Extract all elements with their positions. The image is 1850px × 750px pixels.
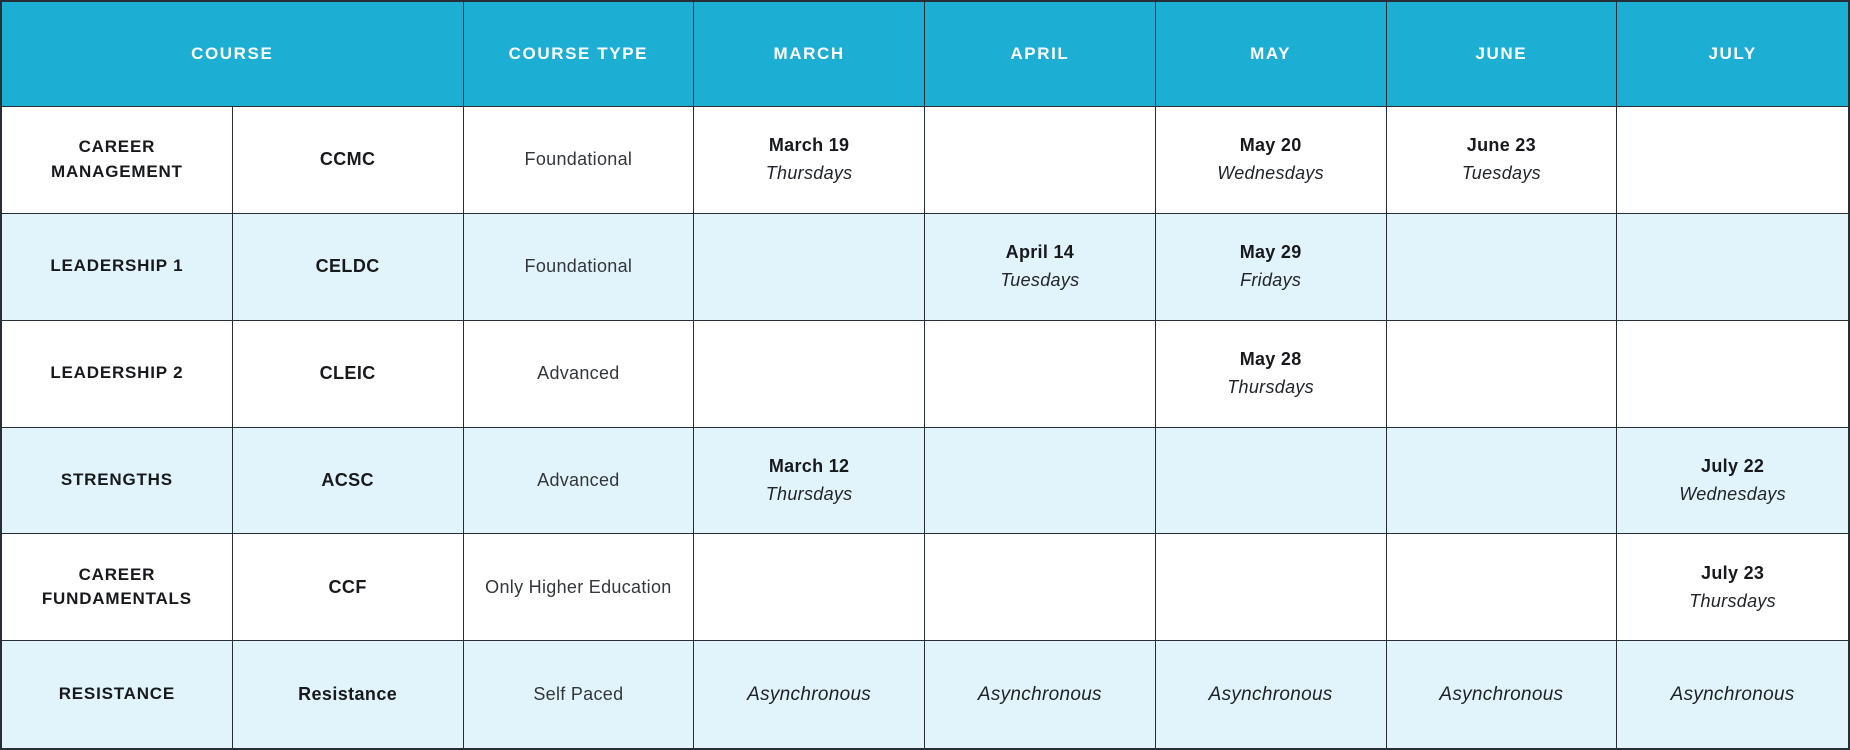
course-type-cell: Foundational [463, 107, 695, 214]
schedule-cell-july: July 23 Thursdays [1617, 534, 1848, 642]
session-date: March 19 [768, 135, 850, 156]
schedule-cell-march: Asynchronous [694, 641, 925, 748]
schedule-cell-june-empty [1386, 534, 1618, 642]
schedule-cell-may: May 20 Wednesdays [1155, 107, 1387, 214]
schedule-cell-june: Asynchronous [1386, 641, 1618, 748]
course-code-cell: ACSC [232, 427, 464, 535]
column-header-april: APRIL [925, 2, 1156, 107]
course-type-cell: Only Higher Education [463, 534, 695, 642]
schedule-cell-june: June 23 Tuesdays [1386, 107, 1618, 214]
schedule-cell-april-empty [925, 534, 1156, 642]
async-label: Asynchronous [977, 683, 1102, 705]
session-day: Thursdays [765, 483, 853, 504]
course-name-cell: STRENGTHS [2, 427, 233, 535]
column-header-march: MARCH [694, 2, 925, 107]
course-name-cell: RESISTANCE [2, 641, 233, 748]
schedule-cell-july: July 22 Wednesdays [1617, 427, 1848, 535]
schedule-cell-june-empty [1386, 427, 1618, 535]
session-date: April 14 [1005, 242, 1075, 263]
schedule-cell-july: Asynchronous [1617, 641, 1848, 748]
schedule-cell-april-empty [925, 107, 1156, 214]
session-date: July 22 [1701, 455, 1765, 476]
course-type-cell: Advanced [463, 320, 695, 428]
async-label: Asynchronous [747, 683, 872, 705]
async-label: Asynchronous [1670, 683, 1795, 705]
column-header-course: COURSE [2, 2, 464, 107]
schedule-cell-may-empty [1155, 427, 1387, 535]
column-header-may: MAY [1155, 2, 1387, 107]
async-label: Asynchronous [1208, 683, 1333, 705]
schedule-cell-may: Asynchronous [1155, 641, 1387, 748]
column-header-june: JUNE [1386, 2, 1618, 107]
course-code-cell: CLEIC [232, 320, 464, 428]
session-date: May 29 [1239, 242, 1302, 263]
schedule-cell-may: May 29 Fridays [1155, 213, 1387, 321]
course-code-cell: Resistance [232, 641, 464, 748]
session-date: March 12 [768, 455, 850, 476]
course-code-cell: CCMC [232, 107, 464, 214]
course-name-cell: LEADERSHIP 2 [2, 320, 233, 428]
schedule-cell-march: March 12 Thursdays [694, 427, 925, 535]
session-day: Tuesdays [1000, 270, 1080, 291]
session-date: May 20 [1239, 135, 1302, 156]
schedule-cell-april: Asynchronous [925, 641, 1156, 748]
session-date: May 28 [1239, 349, 1302, 370]
session-day: Wednesdays [1679, 483, 1786, 504]
schedule-cell-march-empty [694, 320, 925, 428]
column-header-july: JULY [1617, 2, 1848, 107]
course-name-cell: LEADERSHIP 1 [2, 213, 233, 321]
course-type-cell: Foundational [463, 213, 695, 321]
session-date: July 23 [1701, 562, 1765, 583]
session-day: Tuesdays [1461, 163, 1541, 184]
schedule-cell-july-empty [1617, 213, 1848, 321]
course-name-cell: CAREER FUNDAMENTALS [2, 534, 233, 642]
schedule-cell-july-empty [1617, 107, 1848, 214]
session-day: Thursdays [1227, 377, 1314, 398]
column-header-course-type: COURSE TYPE [463, 2, 695, 107]
schedule-cell-march-empty [694, 534, 925, 642]
course-code-cell: CCF [232, 534, 464, 642]
schedule-cell-april-empty [925, 427, 1156, 535]
schedule-cell-may: May 28 Thursdays [1155, 320, 1387, 428]
course-type-cell: Self Paced [463, 641, 695, 748]
session-day: Thursdays [765, 163, 853, 184]
schedule-cell-april-empty [925, 320, 1156, 428]
session-date: June 23 [1466, 135, 1536, 156]
schedule-cell-july-empty [1617, 320, 1848, 428]
schedule-cell-march-empty [694, 213, 925, 321]
schedule-cell-april: April 14 Tuesdays [925, 213, 1156, 321]
schedule-cell-june-empty [1386, 213, 1618, 321]
schedule-cell-may-empty [1155, 534, 1387, 642]
course-type-cell: Advanced [463, 427, 695, 535]
schedule-cell-march: March 19 Thursdays [694, 107, 925, 214]
schedule-cell-june-empty [1386, 320, 1618, 428]
course-name-cell: CAREER MANAGEMENT [2, 107, 233, 214]
session-day: Fridays [1240, 270, 1302, 291]
course-code-cell: CELDC [232, 213, 464, 321]
async-label: Asynchronous [1439, 683, 1564, 705]
session-day: Thursdays [1689, 590, 1776, 611]
session-day: Wednesdays [1217, 163, 1324, 184]
